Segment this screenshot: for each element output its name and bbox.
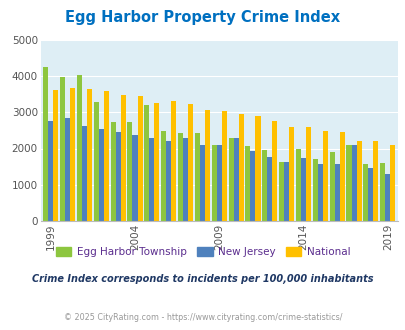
Bar xyxy=(166,141,171,221)
Bar xyxy=(65,118,70,221)
Bar xyxy=(127,122,132,221)
Bar xyxy=(312,159,317,221)
Bar xyxy=(255,116,260,221)
Bar xyxy=(137,96,142,221)
Bar xyxy=(188,104,193,221)
Bar xyxy=(351,145,356,221)
Bar xyxy=(221,111,226,221)
Bar xyxy=(322,131,327,221)
Bar xyxy=(205,110,209,221)
Bar xyxy=(149,138,154,221)
Bar xyxy=(356,141,361,221)
Bar xyxy=(211,145,216,221)
Bar xyxy=(278,162,284,221)
Bar xyxy=(43,67,48,221)
Bar xyxy=(98,129,104,221)
Bar xyxy=(245,146,250,221)
Bar xyxy=(233,138,238,221)
Bar xyxy=(70,87,75,221)
Bar xyxy=(272,121,277,221)
Bar xyxy=(60,77,65,221)
Bar xyxy=(228,138,233,221)
Bar xyxy=(334,164,339,221)
Bar xyxy=(389,145,394,221)
Bar xyxy=(171,101,176,221)
Bar xyxy=(87,89,92,221)
Bar xyxy=(110,122,115,221)
Bar xyxy=(305,127,310,221)
Bar xyxy=(262,150,266,221)
Bar xyxy=(199,145,205,221)
Bar xyxy=(367,168,373,221)
Bar xyxy=(345,145,351,221)
Bar xyxy=(284,162,288,221)
Text: Egg Harbor Property Crime Index: Egg Harbor Property Crime Index xyxy=(65,10,340,25)
Bar xyxy=(373,141,377,221)
Bar xyxy=(132,135,137,221)
Bar xyxy=(53,90,58,221)
Bar xyxy=(266,157,272,221)
Bar xyxy=(144,105,149,221)
Bar xyxy=(362,164,367,221)
Bar xyxy=(161,131,166,221)
Text: © 2025 CityRating.com - https://www.cityrating.com/crime-statistics/: © 2025 CityRating.com - https://www.city… xyxy=(64,314,341,322)
Bar xyxy=(288,127,294,221)
Bar xyxy=(177,133,183,221)
Bar xyxy=(238,114,243,221)
Bar xyxy=(183,138,188,221)
Text: Crime Index corresponds to incidents per 100,000 inhabitants: Crime Index corresponds to incidents per… xyxy=(32,274,373,284)
Bar xyxy=(216,145,221,221)
Bar xyxy=(154,103,159,221)
Bar xyxy=(115,132,120,221)
Bar xyxy=(120,95,126,221)
Bar xyxy=(339,132,344,221)
Bar xyxy=(250,151,255,221)
Bar xyxy=(194,133,199,221)
Bar xyxy=(77,75,82,221)
Bar xyxy=(317,164,322,221)
Bar xyxy=(329,152,334,221)
Bar xyxy=(104,91,109,221)
Bar xyxy=(295,148,300,221)
Bar xyxy=(82,126,87,221)
Legend: Egg Harbor Township, New Jersey, National: Egg Harbor Township, New Jersey, Nationa… xyxy=(51,243,354,261)
Bar xyxy=(94,102,98,221)
Bar xyxy=(384,174,389,221)
Bar xyxy=(300,157,305,221)
Bar xyxy=(48,121,53,221)
Bar xyxy=(379,163,384,221)
